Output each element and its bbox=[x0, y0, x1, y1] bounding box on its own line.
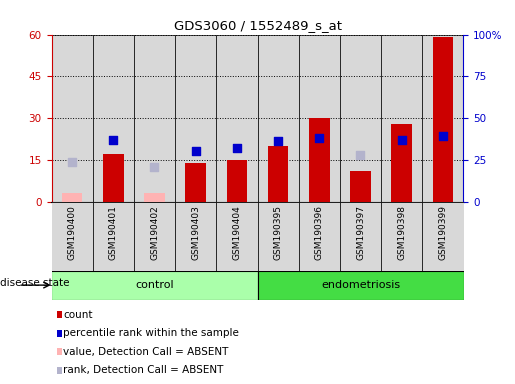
Bar bbox=[93, 202, 134, 271]
Bar bbox=[350, 171, 371, 202]
Bar bbox=[422, 202, 464, 271]
Bar bbox=[216, 202, 258, 271]
Bar bbox=[299, 35, 340, 202]
Text: percentile rank within the sample: percentile rank within the sample bbox=[63, 328, 239, 338]
Bar bbox=[175, 35, 216, 202]
Text: GSM190396: GSM190396 bbox=[315, 205, 324, 260]
Text: GSM190398: GSM190398 bbox=[397, 205, 406, 260]
Text: value, Detection Call = ABSENT: value, Detection Call = ABSENT bbox=[63, 347, 229, 357]
Point bbox=[398, 137, 406, 143]
Point bbox=[150, 164, 159, 170]
Text: GSM190400: GSM190400 bbox=[67, 205, 77, 260]
Bar bbox=[433, 37, 453, 202]
Bar bbox=[52, 271, 258, 300]
Bar bbox=[52, 202, 93, 271]
Bar bbox=[62, 193, 82, 202]
Point bbox=[68, 159, 76, 165]
Bar bbox=[134, 35, 175, 202]
Text: GSM190404: GSM190404 bbox=[232, 205, 242, 260]
Point bbox=[356, 152, 365, 158]
Text: disease state: disease state bbox=[0, 278, 70, 288]
Bar bbox=[258, 271, 464, 300]
Text: GSM190401: GSM190401 bbox=[109, 205, 118, 260]
Point bbox=[109, 137, 117, 143]
Text: count: count bbox=[63, 310, 93, 320]
Point bbox=[233, 145, 241, 151]
Bar bbox=[258, 202, 299, 271]
Bar bbox=[391, 124, 412, 202]
Text: GSM190399: GSM190399 bbox=[438, 205, 448, 260]
Bar bbox=[268, 146, 288, 202]
Text: GSM190395: GSM190395 bbox=[273, 205, 283, 260]
Point bbox=[315, 135, 323, 141]
Text: GSM190402: GSM190402 bbox=[150, 205, 159, 260]
Point bbox=[192, 149, 200, 155]
Bar bbox=[381, 35, 422, 202]
Bar bbox=[103, 154, 124, 202]
Bar bbox=[258, 35, 299, 202]
Bar bbox=[340, 35, 381, 202]
Bar bbox=[52, 35, 93, 202]
Bar bbox=[93, 35, 134, 202]
Bar bbox=[216, 35, 258, 202]
Bar bbox=[299, 202, 340, 271]
Text: GSM190403: GSM190403 bbox=[191, 205, 200, 260]
Bar bbox=[340, 202, 381, 271]
Text: control: control bbox=[135, 280, 174, 290]
Bar bbox=[381, 202, 422, 271]
Point bbox=[274, 138, 282, 144]
Text: GSM190397: GSM190397 bbox=[356, 205, 365, 260]
Point bbox=[439, 133, 447, 139]
Bar bbox=[185, 163, 206, 202]
Text: endometriosis: endometriosis bbox=[321, 280, 400, 290]
Bar bbox=[227, 160, 247, 202]
Bar bbox=[134, 202, 175, 271]
Bar bbox=[144, 193, 165, 202]
Bar bbox=[309, 118, 330, 202]
Title: GDS3060 / 1552489_s_at: GDS3060 / 1552489_s_at bbox=[174, 19, 341, 32]
Text: rank, Detection Call = ABSENT: rank, Detection Call = ABSENT bbox=[63, 365, 224, 375]
Bar bbox=[175, 202, 216, 271]
Bar bbox=[422, 35, 464, 202]
